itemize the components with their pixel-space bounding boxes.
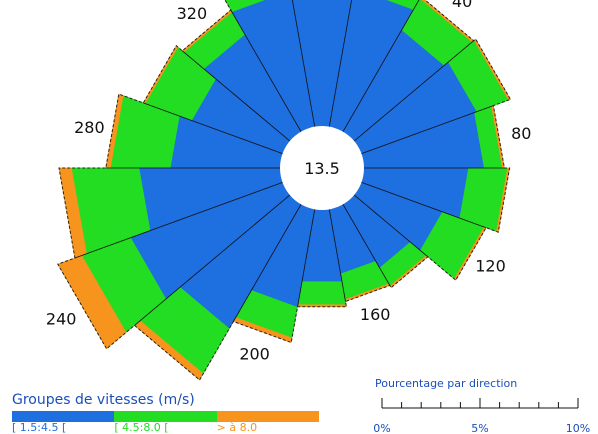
direction-label-280: 280 — [74, 118, 105, 137]
legend-label-3: > à 8.0 — [217, 422, 257, 434]
direction-label-40: 40 — [452, 0, 472, 11]
direction-label-200: 200 — [239, 344, 270, 363]
calm-value: 13.5 — [304, 159, 340, 178]
direction-label-160: 160 — [360, 305, 391, 324]
direction-label-120: 120 — [475, 256, 506, 275]
scale-label-0: 0% — [373, 422, 390, 434]
scale-title: Pourcentage par direction — [375, 377, 517, 390]
legend-label-1: [ 1.5:4.5 [ — [12, 422, 66, 434]
scale-label-1: 5% — [471, 422, 488, 434]
direction-label-320: 320 — [177, 4, 208, 23]
direction-label-240: 240 — [46, 310, 77, 329]
legend-title: Groupes de vitesses (m/s) — [12, 392, 195, 408]
direction-label-80: 80 — [511, 124, 531, 143]
scale-label-2: 10% — [566, 422, 590, 434]
legend-label-2: [ 4.5:8.0 [ — [114, 422, 168, 434]
wind-rose-sectors — [58, 0, 511, 380]
percentage-scale: 0% 5% 10% — [372, 392, 594, 434]
